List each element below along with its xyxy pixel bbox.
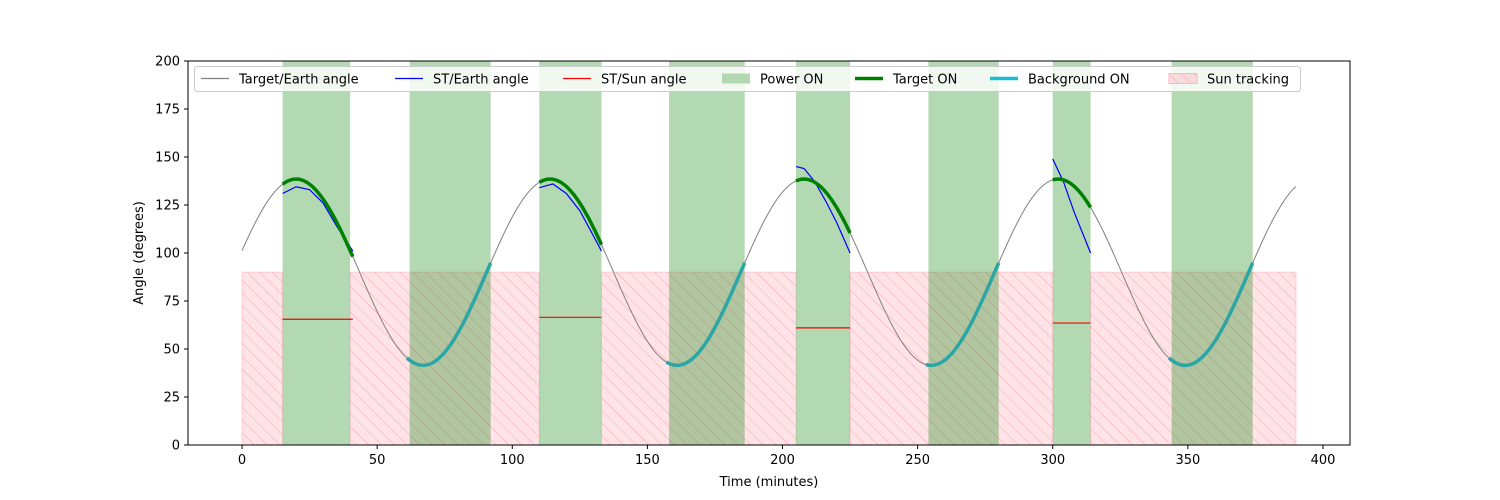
- legend-label-st-earth-angle: ST/Earth angle: [433, 73, 529, 88]
- power-on-band-3: [669, 61, 745, 445]
- power-on-band-2: [539, 61, 602, 445]
- x-tick-label-150: 150: [635, 453, 660, 468]
- target-on-segment-0: [281, 177, 355, 258]
- y-tick-label-175: 175: [155, 103, 180, 118]
- background-on-segment-0: [405, 262, 493, 368]
- y-tick-label-25: 25: [163, 391, 180, 406]
- legend-label-sun-tracking: Sun tracking: [1207, 73, 1289, 88]
- background-on-segment-1: [665, 262, 747, 368]
- st-earth-angle-segment-2: [795, 166, 851, 254]
- legend-label-st-sun-angle: ST/Sun angle: [601, 73, 687, 88]
- y-tick-label-0: 0: [172, 439, 180, 454]
- x-tick-label-50: 50: [369, 453, 386, 468]
- power-on-band-7: [1171, 61, 1253, 445]
- power-on-band-1: [409, 61, 491, 445]
- x-axis-title: Time (minutes): [719, 475, 819, 490]
- sun-tracking-hatch-0: [242, 272, 283, 445]
- series-layer: [241, 158, 1297, 368]
- x-tick-label-250: 250: [905, 453, 930, 468]
- y-tick-label-50: 50: [163, 343, 180, 358]
- sun-tracking-hatch-2: [601, 272, 797, 445]
- st-earth-angle-segment-1: [539, 183, 602, 252]
- power-on-band-5: [928, 61, 999, 445]
- legend-label-target-on: Target ON: [892, 73, 957, 88]
- legend-label-target-earth-angle: Target/Earth angle: [238, 73, 359, 88]
- legend: Target/Earth angle ST/Earth angle ST/Sun a…: [194, 66, 1301, 92]
- y-tick-label-100: 100: [155, 247, 180, 262]
- background-on-segment-3: [1167, 262, 1255, 368]
- axes-layer: 0 50 100 150 200 250 300 350 400 0 25 50 75 100 125 150…: [155, 55, 1335, 469]
- sun-tracking-layer: [241, 271, 1297, 445]
- st-earth-angle-segment-3: [1052, 158, 1092, 254]
- y-axis-title: Angle (degrees): [132, 201, 147, 305]
- target-on-segment-3: [1052, 177, 1093, 209]
- background-on-segment-2: [925, 262, 1001, 368]
- x-tick-label-0: 0: [238, 453, 246, 468]
- sun-tracking-hatch-3: [850, 272, 1053, 445]
- sun-tracking-hatch-1: [350, 272, 540, 445]
- power-on-layer: [282, 61, 1253, 445]
- y-tick-label-125: 125: [155, 199, 180, 214]
- y-tick-label-75: 75: [163, 295, 180, 310]
- legend-swatch-power-on: [722, 73, 750, 84]
- legend-label-power-on: Power ON: [760, 73, 823, 88]
- sun-tracking-hatch-4: [1090, 272, 1296, 445]
- y-tick-label-200: 200: [155, 55, 180, 70]
- x-tick-label-300: 300: [1040, 453, 1065, 468]
- target-on-segment-1: [538, 177, 604, 246]
- power-on-band-4: [796, 61, 851, 445]
- x-tick-label-100: 100: [500, 453, 525, 468]
- x-tick-label-350: 350: [1175, 453, 1200, 468]
- legend-label-background-on: Background ON: [1028, 73, 1130, 88]
- x-tick-label-400: 400: [1311, 453, 1336, 468]
- y-tick-label-150: 150: [155, 151, 180, 166]
- power-on-band-6: [1052, 61, 1091, 445]
- x-tick-label-200: 200: [770, 453, 795, 468]
- power-on-band-0: [282, 61, 351, 445]
- legend-swatch-hatch-sun-tracking: [1169, 73, 1197, 84]
- target-on-segment-2: [795, 177, 852, 234]
